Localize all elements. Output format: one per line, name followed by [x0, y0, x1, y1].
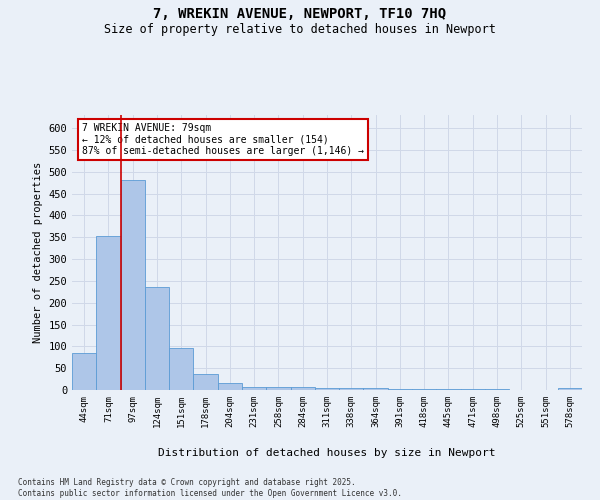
Bar	[558, 388, 582, 390]
Bar	[290, 387, 315, 390]
Bar	[485, 389, 509, 390]
Bar	[121, 180, 145, 390]
Bar	[72, 353, 96, 390]
Bar	[266, 386, 290, 390]
Bar	[461, 389, 485, 390]
Bar	[315, 388, 339, 390]
Bar	[412, 388, 436, 390]
Bar	[193, 374, 218, 390]
Bar	[169, 348, 193, 390]
Text: 7, WREKIN AVENUE, NEWPORT, TF10 7HQ: 7, WREKIN AVENUE, NEWPORT, TF10 7HQ	[154, 8, 446, 22]
Bar	[242, 386, 266, 390]
Bar	[436, 388, 461, 390]
Y-axis label: Number of detached properties: Number of detached properties	[33, 162, 43, 343]
Bar	[145, 286, 169, 390]
Bar	[364, 388, 388, 390]
Bar	[96, 236, 121, 390]
Text: 7 WREKIN AVENUE: 79sqm
← 12% of detached houses are smaller (154)
87% of semi-de: 7 WREKIN AVENUE: 79sqm ← 12% of detached…	[82, 123, 364, 156]
Bar	[218, 383, 242, 390]
Bar	[388, 388, 412, 390]
Text: Size of property relative to detached houses in Newport: Size of property relative to detached ho…	[104, 22, 496, 36]
Text: Distribution of detached houses by size in Newport: Distribution of detached houses by size …	[158, 448, 496, 458]
Bar	[339, 388, 364, 390]
Text: Contains HM Land Registry data © Crown copyright and database right 2025.
Contai: Contains HM Land Registry data © Crown c…	[18, 478, 402, 498]
